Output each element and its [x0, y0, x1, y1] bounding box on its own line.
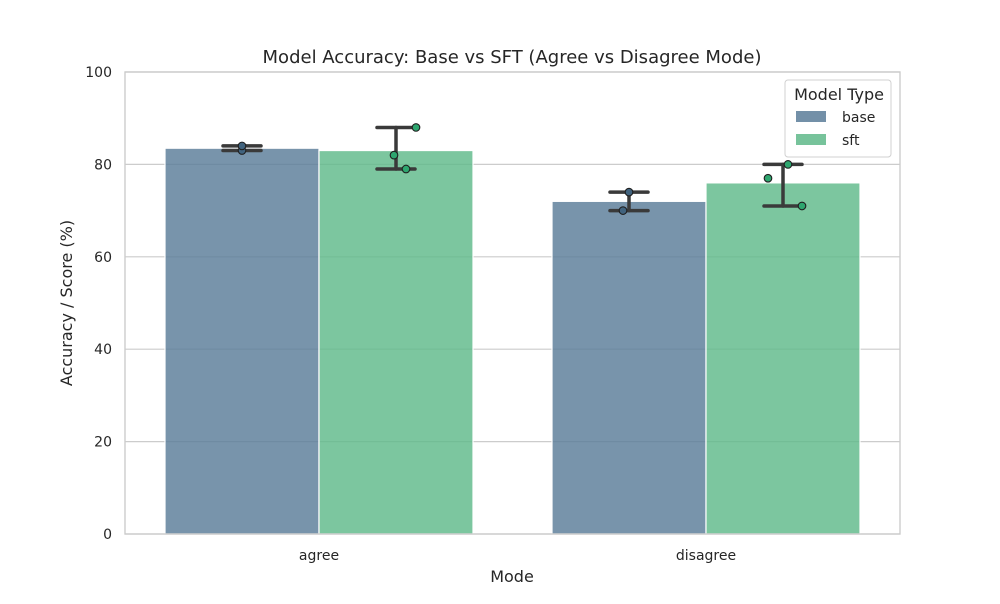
- chart-title: Model Accuracy: Base vs SFT (Agree vs Di…: [263, 47, 762, 68]
- y-tick-label: 40: [94, 342, 112, 358]
- point-base-agree: [237, 141, 247, 151]
- legend-label-sft: sft: [842, 133, 860, 149]
- y-tick-label: 20: [94, 435, 112, 451]
- legend-swatch-sft: [796, 134, 826, 145]
- data-points: [237, 123, 807, 215]
- bar-base-disagree: [551, 200, 707, 535]
- plot-frame: [124, 71, 901, 535]
- legend-label-base: base: [842, 110, 875, 126]
- y-tick-label: 0: [103, 527, 112, 543]
- y-tick-labels: 0 20 40 60 80 100: [85, 65, 112, 543]
- x-tick-labels: agree disagree: [299, 548, 736, 564]
- legend-swatch-base: [796, 111, 826, 122]
- y-tick-label: 100: [85, 65, 112, 81]
- point-sft-disagree: [783, 160, 793, 169]
- point-sft-agree: [389, 150, 399, 160]
- y-axis-label: Accuracy / Score (%): [57, 220, 76, 386]
- point-sft-disagree: [797, 201, 807, 211]
- bars: [164, 147, 861, 535]
- y-tick-label: 60: [94, 250, 112, 266]
- point-base-disagree: [618, 206, 628, 215]
- bar-sft-disagree: [705, 182, 861, 535]
- x-tick-label: disagree: [676, 548, 736, 564]
- point-sft-disagree: [763, 173, 773, 183]
- x-axis-label: Mode: [490, 567, 534, 586]
- bar-base-agree: [164, 147, 320, 535]
- legend-title: Model Type: [794, 85, 884, 104]
- point-sft-agree: [401, 164, 411, 174]
- y-tick-label: 80: [94, 157, 112, 173]
- point-sft-agree: [411, 123, 421, 132]
- point-base-disagree: [624, 187, 634, 197]
- legend: Model Type base sft: [784, 79, 892, 158]
- bar-sft-agree: [318, 149, 474, 535]
- x-tick-label: agree: [299, 548, 339, 564]
